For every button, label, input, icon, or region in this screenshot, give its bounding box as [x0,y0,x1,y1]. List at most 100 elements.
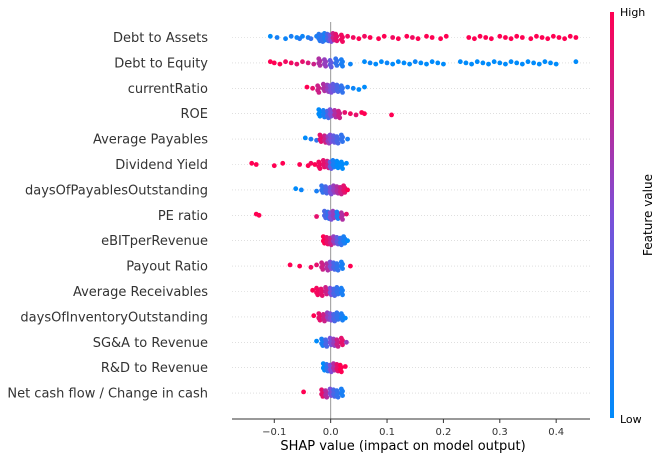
shap-point [356,36,362,42]
shap-point [508,59,514,65]
feature-label: currentRatio [128,82,208,97]
feature-label: Net cash flow / Change in cash [7,387,208,402]
shap-points [249,31,579,400]
shap-point [314,338,319,344]
shap-point [390,61,396,67]
shap-point [305,60,311,66]
shap-point [407,61,412,67]
shap-point [314,214,319,219]
shap-point [314,188,319,194]
shap-point [469,61,475,67]
shap-point [362,111,367,117]
shap-point [404,33,410,39]
feature-label: eBITperRevenue [101,234,208,249]
feature-label: Average Receivables [73,285,208,300]
x-tick-label: 0.3 [492,427,508,438]
shap-point [340,63,345,69]
shap-point [350,35,356,40]
shap-point [497,33,503,39]
feature-label: R&D to Revenue [101,361,208,376]
shap-point [287,262,293,268]
shap-point [429,59,435,65]
shap-point [514,33,520,39]
shap-point [308,36,314,42]
shap-point [429,35,435,40]
shap-point [308,136,314,142]
shap-point [525,59,531,65]
shap-point [310,85,316,91]
shap-point [508,36,514,42]
shap-point [339,369,344,375]
shap-point [542,59,548,65]
shap-point [345,238,350,244]
shap-point [367,60,373,66]
shap-point [310,287,316,293]
shap-point [477,33,483,39]
shap-point [301,389,306,395]
shap-point [573,59,579,65]
shap-point [443,33,449,39]
shap-point [340,139,345,145]
shap-point [412,59,418,65]
shap-point [457,59,463,65]
shap-point [345,33,350,39]
shap-point [334,38,340,44]
shap-point [297,263,303,269]
shap-point [480,60,486,66]
shap-point [337,115,343,121]
shap-point [340,166,345,172]
shap-point [280,160,286,166]
shap-point [340,217,345,222]
shap-point [267,59,273,65]
shap-point [536,61,542,67]
x-axis-label: SHAP value (impact on model output) [280,439,525,454]
shap-point [342,110,348,115]
shap-point [249,160,255,166]
shap-point [340,266,345,271]
feature-label: SG&A to Revenue [93,336,208,351]
shap-point [283,36,288,42]
shap-point [300,33,305,39]
shap-point [367,35,373,40]
shap-point [486,61,491,67]
shap-point [317,166,323,172]
shap-point [294,61,300,67]
shap-point [300,59,305,65]
shap-point [373,61,379,67]
colorbar-gradient [610,12,614,418]
shap-point [519,35,525,40]
shap-point [381,33,387,39]
shap-point [335,394,341,400]
shap-point [503,61,508,67]
shap-point [519,61,525,67]
shap-point [316,90,322,95]
feature-label: Dividend Yield [115,158,208,173]
shap-point [311,313,317,319]
shap-point [314,262,319,268]
feature-rows: Debt to Assets Debt to Equity currentRatio… [7,31,590,402]
shap-point [472,36,477,42]
shap-point [308,264,314,270]
shap-point [548,60,553,66]
shap-point [283,59,288,65]
shap-point [288,60,294,66]
shap-point [491,59,497,65]
shap-point [376,36,381,42]
shap-point [497,60,503,66]
shap-point [356,87,362,92]
feature-label: daysOfInventoryOutstanding [20,310,208,325]
colorbar: High Low Feature value [610,6,655,426]
shap-point [340,292,345,298]
shap-point [350,85,356,91]
shap-point [277,61,283,67]
shap-point [466,35,472,40]
x-tick-label: 0.2 [435,427,451,438]
shap-point [347,263,353,269]
shap-point [328,64,334,70]
shap-point [488,36,494,42]
shap-point [395,59,401,65]
shap-point [342,364,348,369]
x-tick-label: 0.0 [323,427,339,438]
shap-point [288,33,294,39]
shap-point [317,63,323,68]
